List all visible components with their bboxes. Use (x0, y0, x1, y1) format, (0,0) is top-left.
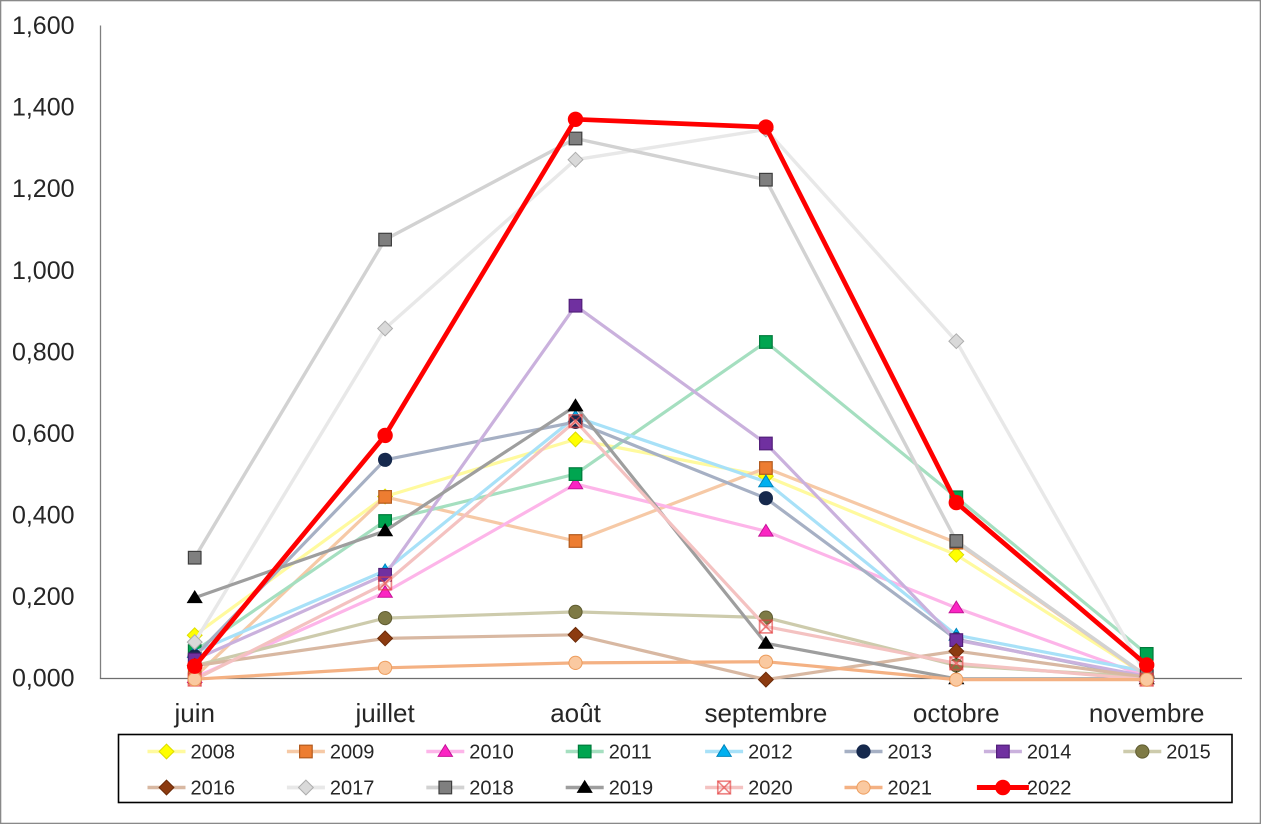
svg-text:1,000: 1,000 (12, 257, 75, 285)
svg-text:2012: 2012 (748, 742, 793, 764)
svg-text:2010: 2010 (469, 742, 514, 764)
svg-text:octobre: octobre (913, 698, 1000, 728)
svg-text:septembre: septembre (704, 698, 827, 728)
svg-text:août: août (550, 698, 601, 728)
svg-text:1,600: 1,600 (12, 12, 75, 40)
svg-text:2008: 2008 (191, 742, 236, 764)
svg-text:2011: 2011 (609, 742, 652, 764)
svg-text:2009: 2009 (330, 742, 375, 764)
svg-text:2019: 2019 (609, 778, 654, 800)
svg-text:juillet: juillet (354, 698, 415, 728)
svg-text:2015: 2015 (1166, 742, 1211, 764)
svg-text:2014: 2014 (1027, 742, 1072, 764)
svg-text:2022: 2022 (1027, 778, 1072, 800)
svg-text:2013: 2013 (888, 742, 933, 764)
svg-text:juin: juin (173, 698, 214, 728)
svg-text:0,400: 0,400 (12, 502, 75, 530)
svg-text:1,400: 1,400 (12, 94, 75, 122)
svg-text:2017: 2017 (330, 778, 375, 800)
svg-text:2021: 2021 (888, 778, 933, 800)
svg-text:novembre: novembre (1089, 698, 1205, 728)
svg-text:0,800: 0,800 (12, 338, 75, 366)
svg-text:2020: 2020 (748, 778, 793, 800)
svg-text:0,200: 0,200 (12, 583, 75, 611)
svg-text:2018: 2018 (469, 778, 514, 800)
svg-text:2016: 2016 (191, 778, 236, 800)
svg-text:0,600: 0,600 (12, 420, 75, 448)
svg-text:1,200: 1,200 (12, 175, 75, 203)
svg-text:0,000: 0,000 (12, 665, 75, 693)
